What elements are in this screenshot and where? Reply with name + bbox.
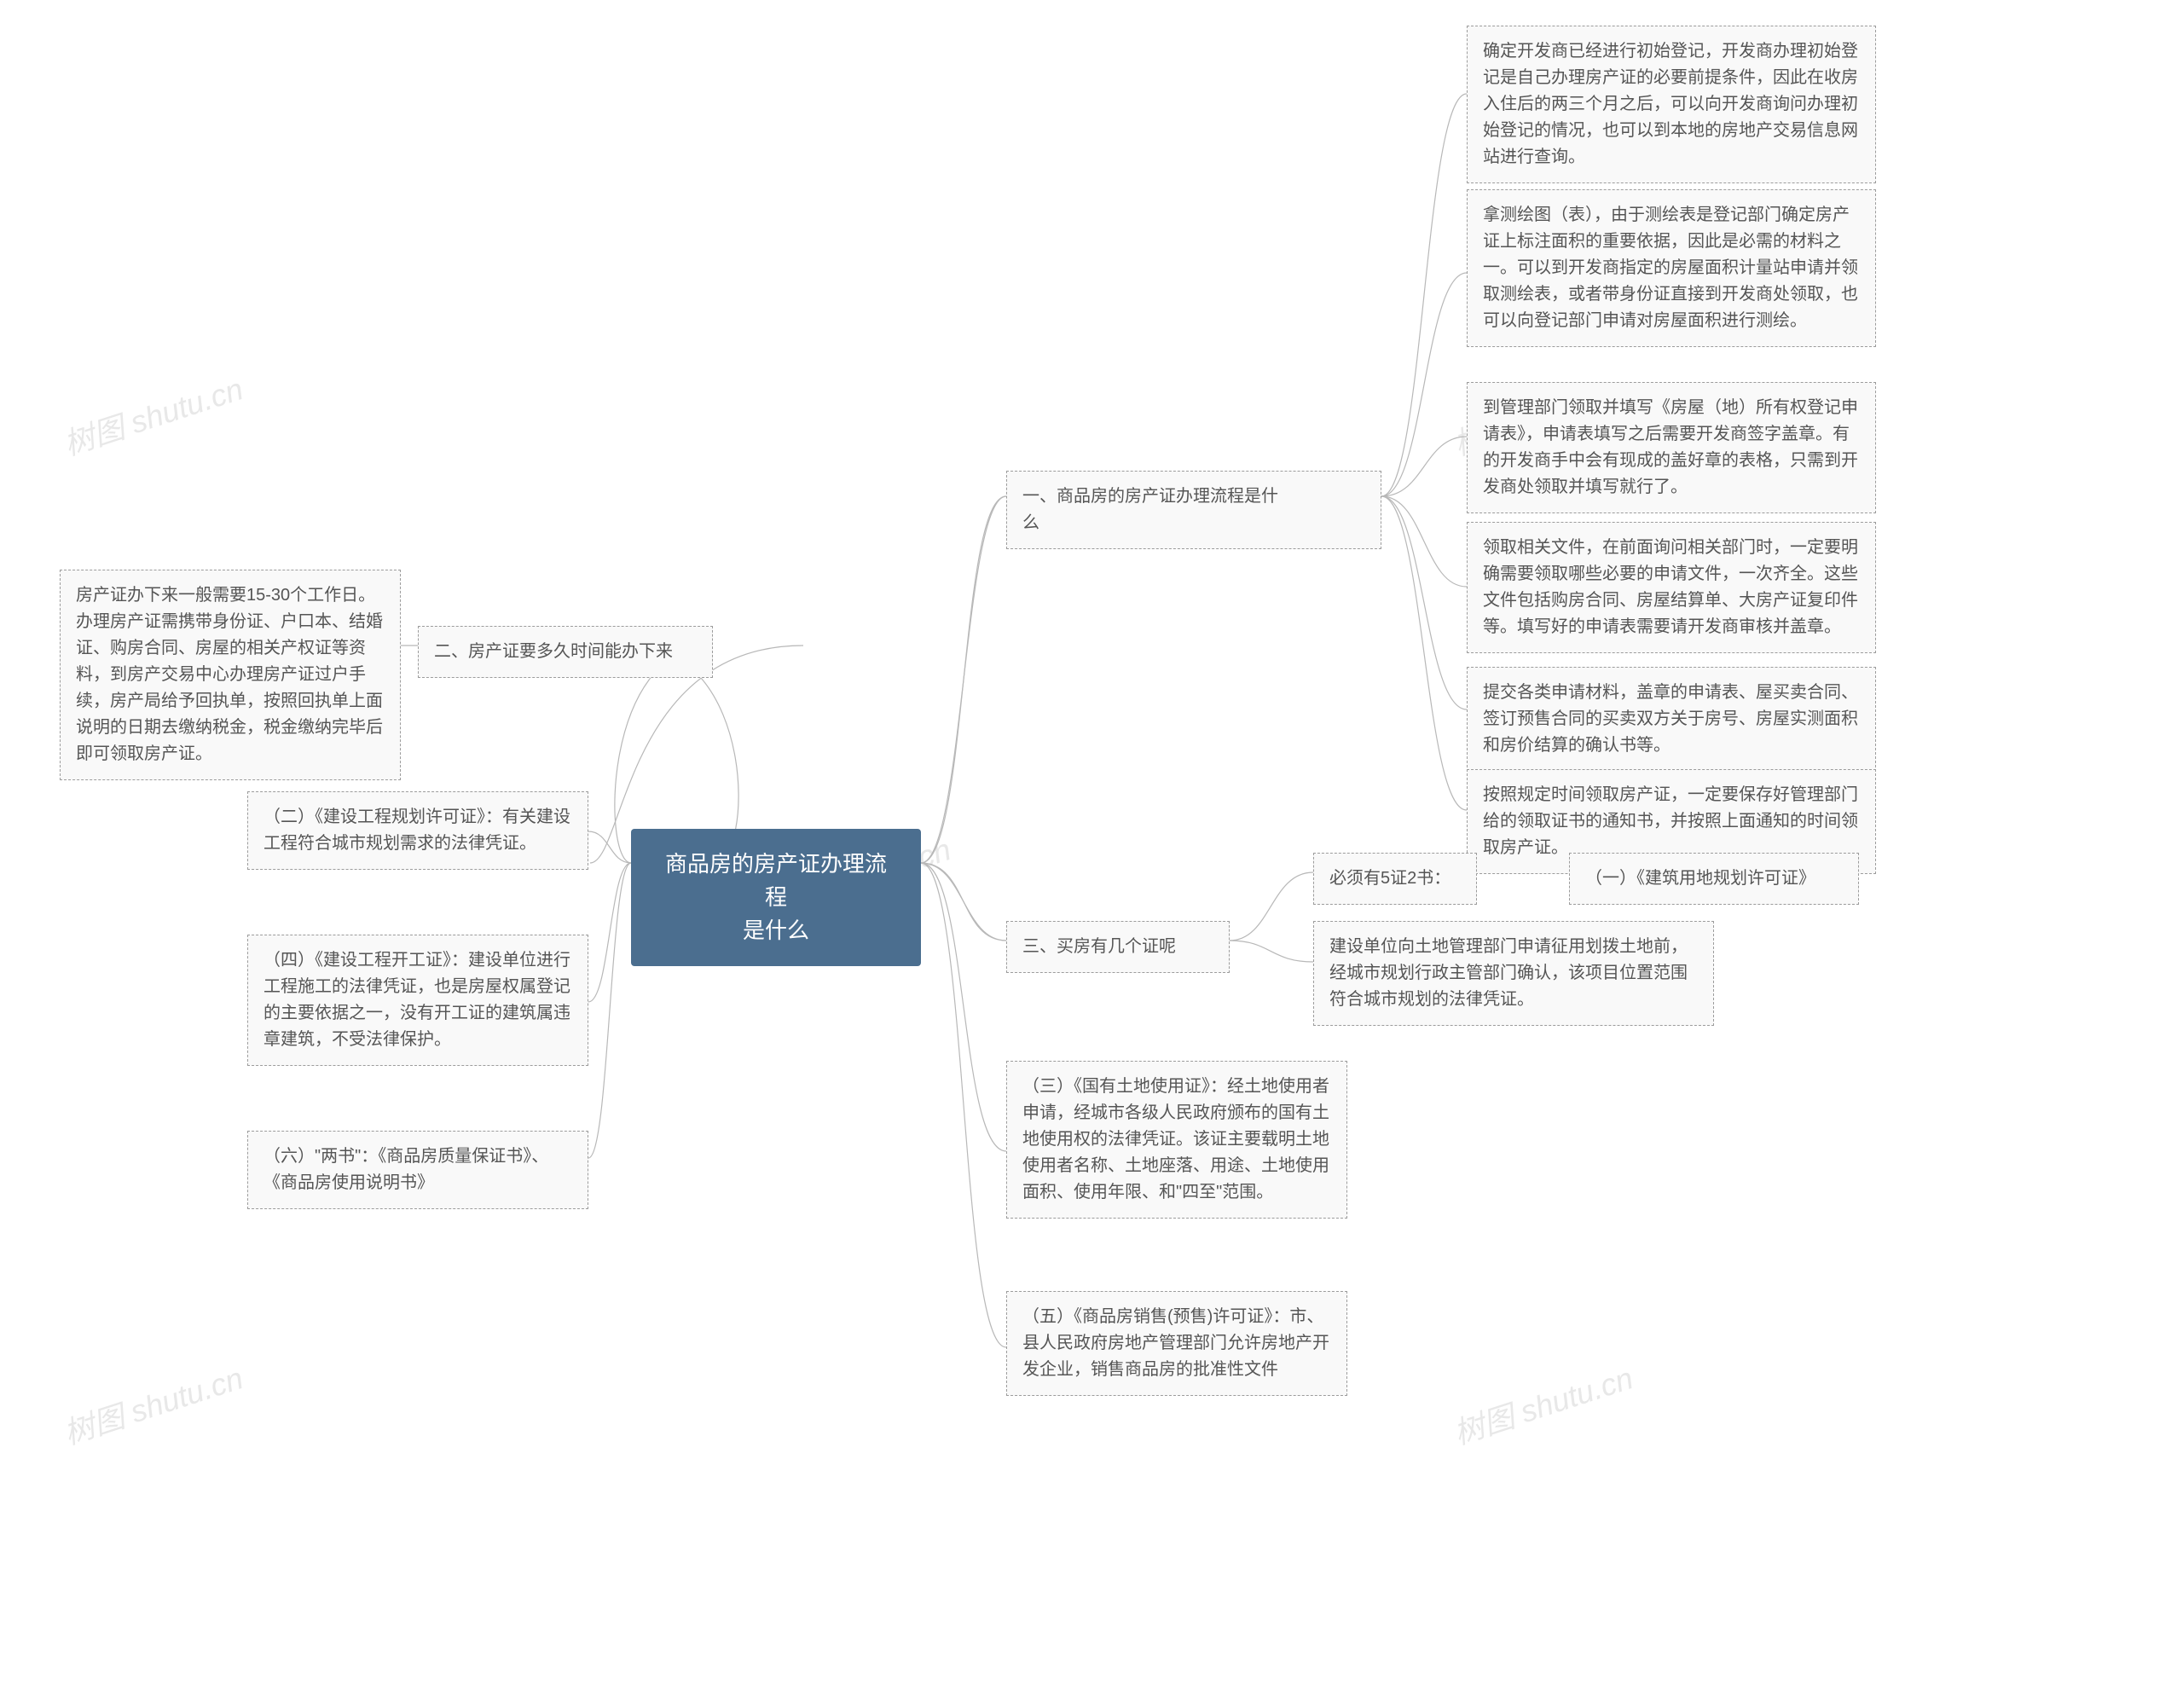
b3-5z2s: 必须有5证2书：	[1313, 853, 1477, 905]
branch-1: 一、商品房的房产证办理流程是什 么	[1006, 471, 1381, 549]
b3-5z2s-leaf: （一）《建筑用地规划许可证》	[1569, 853, 1859, 905]
branch-1-l2: 么	[1022, 513, 1039, 532]
b1-leaf-2: 到管理部门领取并填写《房屋（地）所有权登记申请表》，申请表填写之后需要开发商签字…	[1467, 382, 1876, 513]
b2-leaf: 房产证办下来一般需要15-30个工作日。办理房产证需携带身份证、户口本、结婚证、…	[60, 570, 401, 780]
b1-leaf-0: 确定开发商已经进行初始登记，开发商办理初始登记是自己办理房产证的必要前提条件，因…	[1467, 26, 1876, 183]
b3-lower-1: （五）《商品房销售(预售)许可证》：市、县人民政府房地产管理部门允许房地产开发企…	[1006, 1291, 1347, 1396]
branch-2: 二、房产证要多久时间能办下来	[418, 626, 713, 678]
branch-1-l1: 一、商品房的房产证办理流程是什	[1022, 487, 1278, 506]
left-item-1: （四）《建设工程开工证》：建设单位进行工程施工的法律凭证，也是房屋权属登记的主要…	[247, 935, 588, 1066]
watermark: 树图 shutu.cn	[1447, 1354, 1637, 1454]
left-item-2: （六）"两书"：《商品房质量保证书》、《商品房使用说明书》	[247, 1131, 588, 1209]
center-title-l2: 是什么	[743, 918, 809, 943]
b1-leaf-1: 拿测绘图（表），由于测绘表是登记部门确定房产证上标注面积的重要依据，因此是必需的…	[1467, 189, 1876, 347]
b1-leaf-4: 提交各类申请材料，盖章的申请表、屋买卖合同、签订预售合同的买卖双方关于房号、房屋…	[1467, 667, 1876, 772]
left-item-0: （二）《建设工程规划许可证》：有关建设工程符合城市规划需求的法律凭证。	[247, 791, 588, 870]
b3-land: 建设单位向土地管理部门申请征用划拨土地前，经城市规划行政主管部门确认，该项目位置…	[1313, 921, 1714, 1026]
branch-3: 三、买房有几个证呢	[1006, 921, 1230, 973]
b3-lower-0: （三）《国有土地使用证》：经土地使用者申请，经城市各级人民政府颁布的国有土地使用…	[1006, 1061, 1347, 1219]
b1-leaf-3: 领取相关文件，在前面询问相关部门时，一定要明确需要领取哪些必要的申请文件，一次齐…	[1467, 522, 1876, 653]
center-title-l1: 商品房的房产证办理流程	[665, 851, 887, 910]
watermark: 树图 shutu.cn	[57, 1354, 247, 1454]
center-topic: 商品房的房产证办理流程 是什么	[631, 829, 921, 966]
watermark: 树图 shutu.cn	[57, 365, 247, 465]
